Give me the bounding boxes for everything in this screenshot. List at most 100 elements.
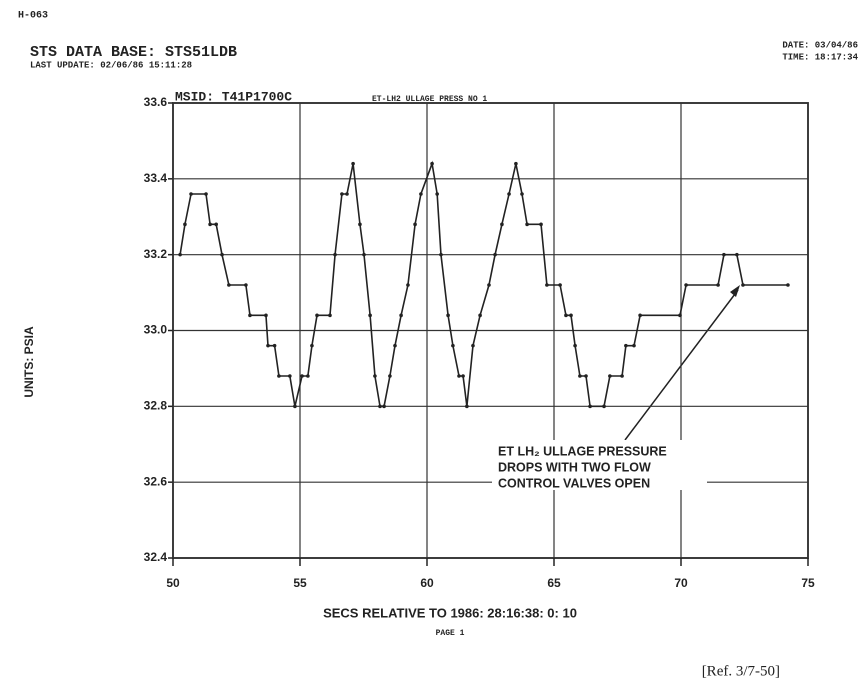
data-point <box>446 313 450 318</box>
annotation-arrowhead <box>730 285 740 297</box>
data-point <box>578 374 582 378</box>
data-point <box>487 283 491 287</box>
data-point <box>189 192 193 196</box>
database: STS DATA BASE: STS51LDB <box>30 44 237 61</box>
data-point <box>684 283 688 287</box>
data-point <box>419 192 423 196</box>
annotation: ET LH₂ ULLAGE PRESSURE <box>498 444 667 458</box>
x-tick-label: 50 <box>166 576 180 590</box>
data-point <box>315 313 319 318</box>
data-point <box>741 283 745 287</box>
data-point <box>300 374 304 378</box>
time: TIME: 18:17:34 <box>782 52 858 62</box>
data-point <box>288 374 292 378</box>
data-point <box>632 343 636 348</box>
data-point <box>214 222 218 227</box>
data-point <box>264 313 268 318</box>
data-point <box>333 252 337 257</box>
data-point <box>208 222 212 227</box>
data-point <box>277 374 281 378</box>
data-point <box>678 313 682 318</box>
page-number: PAGE 1 <box>436 629 465 638</box>
y-axis-label: UNITS: PSIA <box>22 326 36 398</box>
data-point <box>399 313 403 318</box>
data-point <box>406 283 410 287</box>
data-point <box>227 283 231 287</box>
x-tick-label: 75 <box>801 576 815 590</box>
data-point <box>430 161 434 166</box>
doc-id: H-063 <box>18 11 48 22</box>
data-point <box>435 192 439 196</box>
data-line <box>179 160 788 408</box>
data-point <box>588 404 592 409</box>
data-point <box>351 161 355 166</box>
data-point <box>545 283 549 287</box>
data-point <box>465 404 469 409</box>
data-point <box>451 343 455 348</box>
data-point <box>272 343 277 348</box>
x-tick-label: 65 <box>547 576 561 590</box>
data-point <box>478 313 482 318</box>
data-point <box>178 252 182 257</box>
data-point <box>539 222 543 227</box>
data-point <box>564 313 568 318</box>
data-point <box>328 313 332 318</box>
y-tick-label: 32.6 <box>144 474 168 488</box>
data-point <box>608 374 612 378</box>
data-point <box>722 252 726 257</box>
data-point <box>584 374 588 378</box>
y-tick-label: 33.4 <box>144 171 168 185</box>
y-tick-label: 32.4 <box>144 550 168 564</box>
data-point <box>573 343 577 348</box>
data-point <box>310 343 314 348</box>
data-point <box>461 374 465 378</box>
annotation-background <box>492 440 707 490</box>
data-point <box>638 313 642 318</box>
annotation: DROPS WITH TWO FLOW <box>498 460 651 474</box>
data-point <box>457 374 461 378</box>
y-tick-label: 33.6 <box>144 95 168 109</box>
data-point <box>362 252 366 257</box>
x-tick-label: 55 <box>293 576 307 590</box>
data-point <box>471 343 475 348</box>
last-update: LAST UPDATE: 02/06/86 15:11:28 <box>30 60 192 70</box>
data-point <box>183 222 187 227</box>
data-point <box>602 404 606 409</box>
data-point <box>248 313 252 318</box>
data-point <box>716 283 720 287</box>
data-point <box>220 252 224 257</box>
data-point <box>368 313 372 318</box>
data-point <box>620 374 624 378</box>
data-point <box>244 283 248 287</box>
data-point <box>204 192 208 196</box>
data-point <box>786 283 790 287</box>
x-axis-label: SECS RELATIVE TO 1986: 28:16:38: 0: 10 <box>323 605 577 620</box>
data-point <box>520 192 524 196</box>
data-point <box>507 192 511 196</box>
y-tick-label: 33.0 <box>144 323 168 337</box>
data-point <box>500 222 504 227</box>
data-point <box>378 404 382 409</box>
y-tick-label: 32.8 <box>144 399 168 413</box>
reference: [Ref. 3/7-50] <box>702 663 780 679</box>
data-point <box>388 374 392 378</box>
data-point <box>525 222 529 227</box>
data-point <box>373 374 377 378</box>
data-point <box>493 252 497 257</box>
chart-title: MSID: T41P1700C <box>175 89 292 104</box>
data-point <box>514 161 518 166</box>
data-point <box>340 192 344 196</box>
date: DATE: 03/04/86 <box>782 40 858 50</box>
data-point <box>345 192 349 196</box>
data-point <box>382 404 386 409</box>
x-tick-label: 60 <box>420 576 434 590</box>
annotation: CONTROL VALVES OPEN <box>498 476 650 490</box>
data-point <box>413 222 417 227</box>
chart-subtitle: ET-LH2 ULLAGE PRESS NO 1 <box>372 95 487 104</box>
data-point <box>569 313 573 318</box>
data-point <box>393 343 397 348</box>
y-tick-label: 33.2 <box>144 247 168 261</box>
data-point <box>266 343 270 348</box>
